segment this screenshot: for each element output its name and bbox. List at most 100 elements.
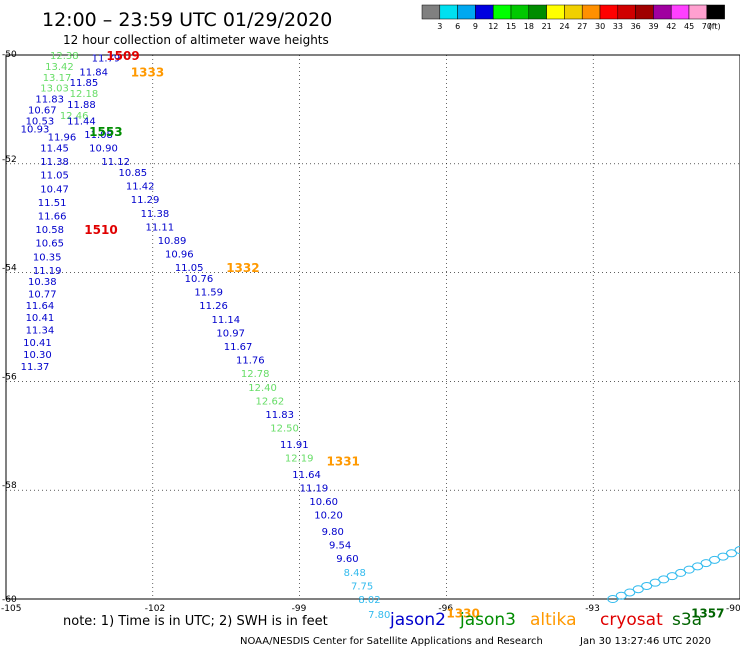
- y-tick-label: -60: [2, 595, 17, 605]
- wave-height-label: 10.67: [28, 105, 57, 116]
- colorbar-swatch: [635, 4, 654, 20]
- colorbar-swatch: [421, 4, 441, 20]
- grid-lines: [6, 55, 740, 599]
- wave-height-label: 10.47: [40, 184, 69, 195]
- pass-time-label: 1332: [226, 261, 259, 275]
- wave-height-label: 11.38: [40, 157, 69, 168]
- wave-height-label: 10.58: [35, 225, 64, 236]
- wave-height-labels: 12.3813.4213.1713.0311.8310.6710.5310.93…: [21, 51, 391, 621]
- satellite-legend: jason2 jason3 altika cryosat s3a: [389, 610, 702, 630]
- x-tick-label: -105: [1, 604, 21, 614]
- legend-entry-jason3: jason3: [459, 610, 516, 630]
- wave-height-label: 11.76: [236, 356, 265, 367]
- wave-height-label: 11.51: [38, 198, 67, 209]
- wave-height-label: 7.75: [351, 581, 373, 592]
- colorbar-swatch: [492, 4, 512, 20]
- wave-height-label: 11.05: [175, 263, 204, 274]
- wave-height-label: 11.19: [300, 483, 329, 494]
- colorbar-swatch: [457, 4, 476, 20]
- pass-time-label: 1357: [691, 607, 724, 621]
- wave-height-label: 10.38: [28, 277, 57, 288]
- colorbar-swatch: [564, 4, 583, 20]
- legend-entry-cryosat: cryosat: [600, 610, 663, 630]
- wave-height-label: 13.03: [40, 84, 69, 95]
- wave-height-label: 11.37: [21, 362, 50, 373]
- footer-credit: NOAA/NESDIS Center for Satellite Applica…: [240, 636, 543, 647]
- colorbar-swatch: [510, 4, 530, 20]
- s3a-track-marker: [709, 555, 721, 564]
- wave-height-label: 12.46: [60, 111, 89, 122]
- s3a-track-marker: [666, 572, 678, 581]
- s3a-track-marker: [734, 546, 740, 555]
- plot-area: -50-52-54-56-58-60 -105 -102 -99 -96 -93 -90 …: [1, 49, 740, 621]
- colorbar-swatch: [670, 4, 690, 20]
- wave-height-label: 11.11: [145, 222, 174, 233]
- wave-height-label: 10.90: [89, 143, 118, 154]
- colorbar-swatch: [581, 4, 601, 20]
- pass-time-label: 1331: [327, 454, 360, 468]
- wave-height-label: 10.41: [23, 338, 52, 349]
- wave-height-label: 12.40: [248, 383, 277, 394]
- wave-height-label: 11.26: [199, 301, 228, 312]
- wave-height-label: 11.44: [67, 116, 96, 127]
- wave-height-label: 11.14: [212, 315, 241, 326]
- wave-height-label: 10.76: [185, 274, 214, 285]
- y-tick-label: -54: [2, 264, 17, 274]
- wave-height-label: 11.38: [141, 209, 170, 220]
- wave-height-label: 11.45: [40, 143, 69, 154]
- wave-height-label: 10.35: [33, 252, 62, 263]
- wave-height-label: 11.29: [131, 195, 160, 206]
- wave-height-label: 13.17: [43, 73, 72, 84]
- y-tick-labels: -50 -52 -54 -56 -58 -60: [2, 50, 17, 605]
- wave-height-label: 13.42: [45, 62, 74, 73]
- s3a-track-marker: [607, 595, 619, 603]
- s3a-track-marker: [658, 575, 670, 584]
- wave-height-label: 10.89: [158, 236, 187, 247]
- pass-time-label: 1510: [84, 223, 117, 237]
- colorbar-label: 9: [473, 22, 478, 31]
- s3a-track-marker: [615, 591, 627, 600]
- wave-height-label: 12.62: [256, 396, 285, 407]
- colorbar-swatch: [546, 4, 565, 20]
- wave-height-label: 10.53: [26, 116, 55, 127]
- wave-height-label: 11.67: [224, 342, 253, 353]
- colorbar-label: 27: [577, 22, 587, 31]
- wave-height-label: 11.19: [33, 266, 62, 277]
- legend-entry-altika: altika: [530, 610, 577, 630]
- s3a-track-marker: [641, 581, 653, 590]
- colorbar-label: 45: [684, 22, 694, 31]
- s3a-track-marker: [692, 562, 704, 571]
- wave-height-label: 11.64: [292, 470, 321, 481]
- footer-note: note: 1) Time is in UTC; 2) SWH is in fe…: [63, 614, 328, 629]
- colorbar-swatch: [475, 4, 494, 20]
- wave-height-label: 10.85: [119, 168, 148, 179]
- wave-height-label: 10.96: [165, 250, 194, 261]
- wave-height-label: 11.42: [126, 182, 155, 193]
- colorbar-label: 12: [488, 22, 498, 31]
- colorbar-label: 3: [437, 22, 442, 31]
- wave-height-label: 11.64: [26, 301, 55, 312]
- wave-height-label: 10.93: [21, 124, 50, 135]
- y-tick-label: -58: [2, 481, 17, 491]
- colorbar: 3 6 9 12 15 18 21 24 27 30 33 36 39 42 45 70(ft): [421, 4, 725, 31]
- wave-height-label: 9.54: [329, 541, 351, 552]
- colorbar-swatch: [528, 4, 547, 20]
- s3a-track-markers: [607, 546, 740, 603]
- colorbar-label: 39: [648, 22, 658, 31]
- colorbar-unit: (ft): [709, 22, 721, 31]
- wave-height-label: 11.79: [92, 54, 121, 65]
- chart-subtitle: 12 hour collection of altimeter wave hei…: [63, 33, 329, 47]
- colorbar-label: 21: [542, 22, 552, 31]
- s3a-track-marker: [683, 565, 695, 574]
- y-tick-label: -52: [2, 155, 17, 165]
- wave-height-label: 12.19: [285, 454, 314, 465]
- wave-height-label: 10.60: [309, 497, 338, 508]
- wave-height-label: 11.84: [79, 67, 108, 78]
- legend-entry-s3a: s3a: [672, 610, 702, 630]
- s3a-track-marker: [624, 588, 636, 597]
- colorbar-label: 6: [455, 22, 460, 31]
- s3a-track-marker: [726, 549, 738, 558]
- wave-height-label: 10.30: [23, 350, 52, 361]
- wave-height-label: 9.80: [322, 527, 344, 538]
